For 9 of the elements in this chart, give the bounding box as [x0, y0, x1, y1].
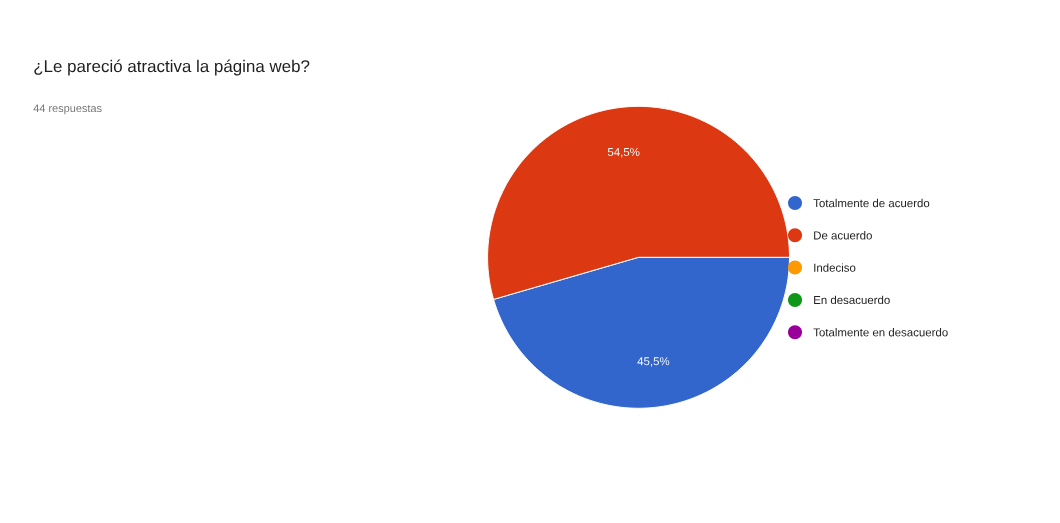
data-label: 54,5%: [607, 147, 640, 158]
text: 44 respuestas: [33, 104, 102, 115]
data-label: 45,5%: [637, 357, 670, 367]
text: ¿Le pareció atractiva la página web?: [34, 59, 310, 76]
legend-label: De acuerdo: [814, 231, 872, 240]
legend-label: Totalmente en desacuerdo: [813, 327, 948, 337]
legend-label: En desacuerdo: [814, 295, 890, 305]
legend-label: Indeciso: [814, 263, 856, 272]
legend-label: Totalmente de acuerdo: [813, 198, 930, 208]
